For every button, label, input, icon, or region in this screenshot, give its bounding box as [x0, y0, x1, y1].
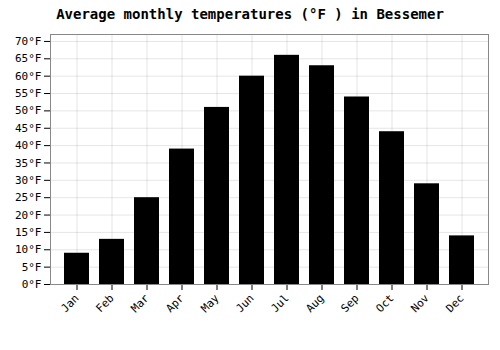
- svg-text:May: May: [198, 291, 222, 315]
- svg-text:10°F: 10°F: [15, 243, 42, 256]
- svg-text:Jul: Jul: [268, 292, 291, 315]
- svg-text:60°F: 60°F: [15, 70, 42, 83]
- svg-text:35°F: 35°F: [15, 156, 42, 169]
- svg-text:65°F: 65°F: [15, 52, 42, 65]
- html-text:Average monthly temperatures (: Average monthly temperatures (°F ) in Be…: [56, 6, 444, 22]
- svg-text:Feb: Feb: [93, 292, 116, 315]
- svg-text:20°F: 20°F: [15, 209, 42, 222]
- svg-text:Sep: Sep: [338, 292, 361, 315]
- svg-text:Nov: Nov: [408, 291, 432, 315]
- svg-text:Aug: Aug: [303, 292, 326, 315]
- svg-text:25°F: 25°F: [15, 191, 42, 204]
- svg-text:0°F: 0°F: [22, 278, 42, 291]
- svg-text:Apr: Apr: [163, 291, 187, 315]
- svg-text:Dec: Dec: [443, 292, 466, 315]
- svg-text:50°F: 50°F: [15, 104, 42, 117]
- svg-text:30°F: 30°F: [15, 174, 42, 187]
- svg-text:Jan: Jan: [58, 292, 81, 315]
- svg-text:70°F: 70°F: [15, 35, 42, 48]
- svg-text:Jun: Jun: [233, 292, 256, 315]
- svg-text:5°F: 5°F: [22, 261, 42, 274]
- svg-text:45°F: 45°F: [15, 122, 42, 135]
- svg-text:Mar: Mar: [128, 291, 152, 315]
- svg-text:Oct: Oct: [373, 292, 396, 315]
- svg-text:40°F: 40°F: [15, 139, 42, 152]
- svg-text:15°F: 15°F: [15, 226, 42, 239]
- svg-text:55°F: 55°F: [15, 87, 42, 100]
